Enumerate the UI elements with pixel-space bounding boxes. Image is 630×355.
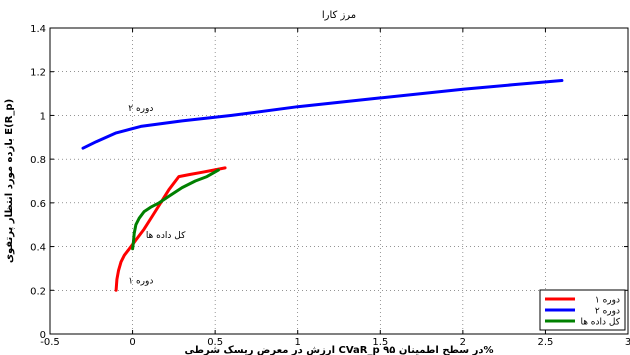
x-tick-label: 1.5 [372,337,388,348]
y-tick-label: 1.4 [30,24,46,35]
series-lines [81,79,564,292]
y-tick-label: 0.4 [30,243,46,254]
x-tick-label: 2.5 [537,337,553,348]
x-axis-label: ارزش در معرض ریسک شرطی CVaR_p در سطح اطم… [184,345,493,355]
series-line-2 [81,79,564,150]
y-tick-label: 0.2 [30,286,46,297]
annotation-label: دوره ۱ [128,277,153,287]
series-line-3 [131,168,220,251]
y-tick-label: 0 [40,330,46,341]
x-tick-label: 0 [129,337,135,348]
y-tick-label: 1 [40,111,46,122]
y-tick-label: 0.8 [30,155,46,166]
x-tick-label: 0.5 [207,337,223,348]
series-line-1 [114,166,227,292]
annotation-label: دوره ۲ [128,104,153,114]
x-tick-label: 1 [295,337,301,348]
x-tick-label: 2 [460,337,466,348]
legend-label: کل داده ها [580,318,620,328]
plot-frame [49,27,629,335]
y-axis-label: بازده مورد انتظار پرتفوی E(R_p) [4,99,15,263]
x-tick-label: 3 [625,337,630,348]
axis-ticks: -0.5 0 0.5 1 1.5 2 2.5 300.20.40.60.811.21.4 [30,24,630,348]
legend-label: دوره ۱ [595,296,620,306]
chart-title: مرز کارا [322,10,356,21]
y-tick-label: 1.2 [30,68,46,79]
annotations: دوره ۲ کل داده ها دوره ۱ [128,104,186,287]
x-tick-label: -0.5 [40,337,60,348]
legend-label: دوره ۲ [595,307,620,317]
annotation-label: کل داده ها [146,231,186,241]
y-tick-label: 0.6 [30,199,46,210]
